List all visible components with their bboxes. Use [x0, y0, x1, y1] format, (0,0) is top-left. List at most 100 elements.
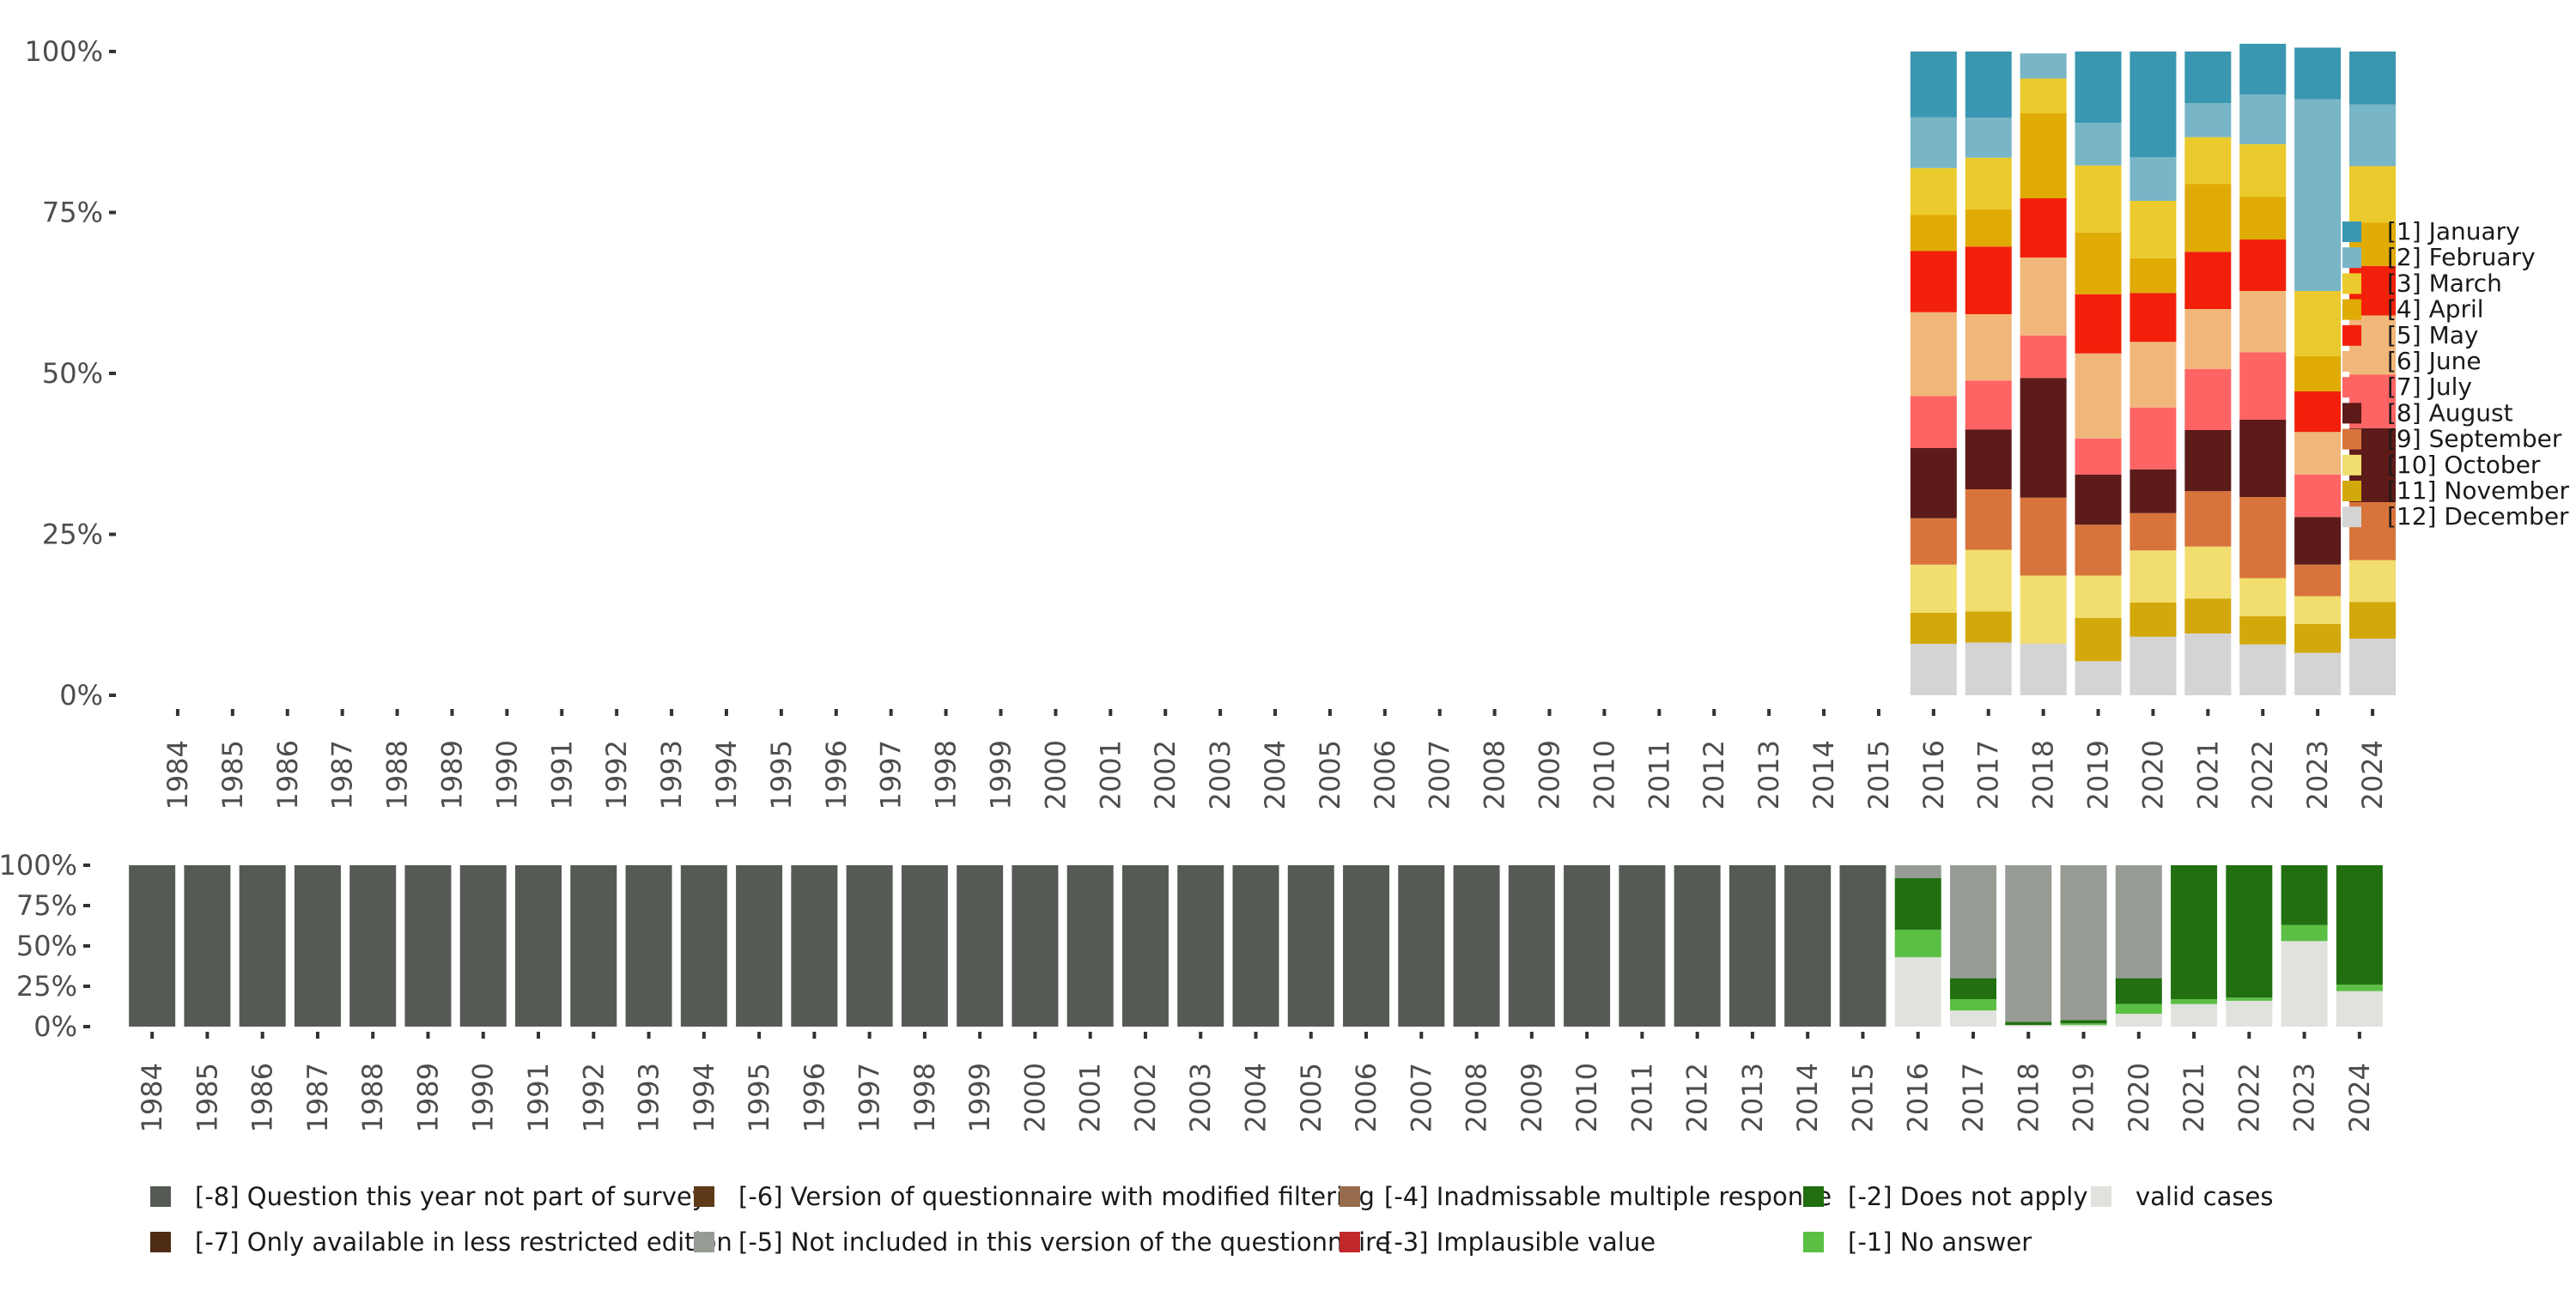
y-tick-label: 0% [59, 679, 103, 712]
x-tick-label: 1990 [490, 740, 523, 809]
bar-segment-4-april [2239, 197, 2287, 239]
bar-segment-5-may [2129, 293, 2177, 342]
bar-segment-10-october [2239, 578, 2287, 616]
bar-segment-5-not-included-in-this-version-of-the-questionnaire [2115, 865, 2162, 979]
bar-segment-4-april [2184, 184, 2232, 252]
bar-segment-12-december [2294, 652, 2342, 695]
bar-segment-2-february [2129, 157, 2177, 201]
legend-label: [1] January [2387, 217, 2520, 245]
x-tick-label: 1993 [633, 1063, 665, 1132]
bar-segment-7-july [2184, 368, 2232, 430]
x-tick-label: 2018 [2012, 1063, 2044, 1132]
x-tick-label: 2006 [1350, 1063, 1382, 1132]
legend-label: [6] June [2387, 347, 2482, 375]
bar-segment-2-does-not-apply [1894, 878, 1941, 930]
x-tick-label: 1991 [522, 1063, 555, 1132]
bar-segment-8-question-this-year-not-part-of-survey [1728, 865, 1776, 1027]
x-tick-label: 1992 [600, 740, 633, 809]
bar-segment-8-question-this-year-not-part-of-survey [901, 865, 948, 1027]
chart-panel-1: 0% 25% 50% 75% 100% 1984 1985 1986 1987 1988 1989 1… [25, 35, 2570, 809]
bar-segment-2-february [1910, 117, 1957, 168]
x-tick-label: 2006 [1369, 740, 1401, 809]
bar-segment-8-august [2075, 474, 2122, 525]
bar-segment-5-not-included-in-this-version-of-the-questionnaire [2005, 865, 2052, 1022]
x-tick-label: 2023 [2288, 1063, 2321, 1132]
bar-segment-6-june [2294, 432, 2342, 475]
bar-segment-12-december [2129, 636, 2177, 695]
bar-segment-valid-cases [2336, 991, 2383, 1027]
x-tick-label: 2022 [2233, 1063, 2265, 1132]
bar-segment-3-march [2294, 291, 2342, 356]
legend-key [694, 1186, 714, 1207]
bar-segment-8-question-this-year-not-part-of-survey [1343, 865, 1390, 1027]
legend-label: [-5] Not included in this version of the… [738, 1227, 1390, 1257]
bar-segment-3-march [2184, 136, 2232, 185]
x-tick-label: 1984 [136, 1063, 168, 1132]
x-tick-label: 1996 [798, 1063, 830, 1132]
bar-segment-2-does-not-apply [2171, 865, 2218, 1000]
bar-segment-8-question-this-year-not-part-of-survey [515, 865, 562, 1027]
bar-segment-11-november [1965, 611, 2012, 643]
bar-segment-8-question-this-year-not-part-of-survey [459, 865, 507, 1027]
bar-segment-1-no-answer [2226, 997, 2273, 1001]
bar-segment-8-question-this-year-not-part-of-survey [625, 865, 672, 1027]
x-tick-label: 1984 [161, 740, 194, 809]
bar-segment-1-no-answer [1894, 930, 1941, 958]
bar-segment-1-no-answer [2336, 985, 2383, 991]
bar-segment-1-january [2349, 52, 2397, 105]
legend-key [1803, 1232, 1824, 1252]
legend-key [150, 1232, 171, 1252]
x-tick-label: 1988 [356, 1063, 389, 1132]
bar-segment-5-may [1910, 251, 1957, 312]
bar-segment-4-april [2075, 232, 2122, 294]
bar-segment-6-june [2129, 342, 2177, 408]
legend-label: [7] July [2387, 373, 2472, 401]
x-tick-label: 2015 [1862, 740, 1895, 809]
bar-segment-10-october [2184, 546, 2232, 599]
x-tick-label: 1993 [655, 740, 688, 809]
y-tick-label: 75% [42, 197, 103, 229]
bar-segment-8-august [2020, 378, 2067, 498]
x-tick-label: 1997 [854, 1063, 886, 1132]
legend-label: [8] August [2387, 398, 2513, 427]
x-tick-label: 1989 [435, 740, 468, 809]
bar-segment-11-november [1910, 613, 1957, 644]
bar-segment-2-february [2184, 103, 2232, 137]
legend-label: [3] March [2387, 269, 2502, 297]
bar-segment-2-does-not-apply [1949, 978, 1996, 1000]
bar-segment-12-december [1965, 642, 2012, 695]
bar-segment-2-february [2239, 94, 2287, 144]
bar-segment-valid-cases [2226, 1000, 2273, 1027]
bar-segment-8-question-this-year-not-part-of-survey [1121, 865, 1169, 1027]
bar-segment-3-march [2075, 165, 2122, 233]
x-tick-label: 2020 [2136, 740, 2169, 809]
legend-key [2342, 428, 2361, 450]
legend-label: [5] May [2387, 321, 2478, 349]
legend-key [694, 1232, 714, 1252]
bar-segment-8-question-this-year-not-part-of-survey [570, 865, 617, 1027]
bar-segment-8-question-this-year-not-part-of-survey [1398, 865, 1445, 1027]
bar-segment-8-question-this-year-not-part-of-survey [680, 865, 727, 1027]
y-tick-label: 0% [33, 1010, 77, 1043]
bar-segment-8-question-this-year-not-part-of-survey [1177, 865, 1224, 1027]
x-tick-label: 2015 [1846, 1063, 1879, 1132]
bar-segment-10-october [1965, 549, 2012, 612]
bar-segment-10-october [2020, 575, 2067, 644]
bar-segment-6-june [2184, 309, 2232, 369]
bar-segment-8-question-this-year-not-part-of-survey [791, 865, 838, 1027]
bar-segment-11-november [2294, 623, 2342, 653]
y-tick-label: 50% [16, 930, 77, 962]
x-tick-label: 1999 [963, 1063, 996, 1132]
x-tick-label: 2005 [1314, 740, 1346, 809]
bar-segment-9-september [2129, 512, 2177, 551]
legend-label: [-7] Only available in less restricted e… [195, 1227, 732, 1257]
bar-segment-9-september [1965, 489, 2012, 550]
legend-key [2342, 481, 2361, 501]
bar-segment-6-june [2020, 258, 2067, 336]
bar-segment-8-question-this-year-not-part-of-survey [957, 865, 1004, 1027]
bar-segment-5-may [2239, 239, 2287, 291]
bar-segment-1-january [2184, 52, 2232, 103]
legend-bottom: [-8] Question this year not part of surv… [150, 1182, 2273, 1257]
bar-segment-1-no-answer [1949, 999, 1996, 1011]
